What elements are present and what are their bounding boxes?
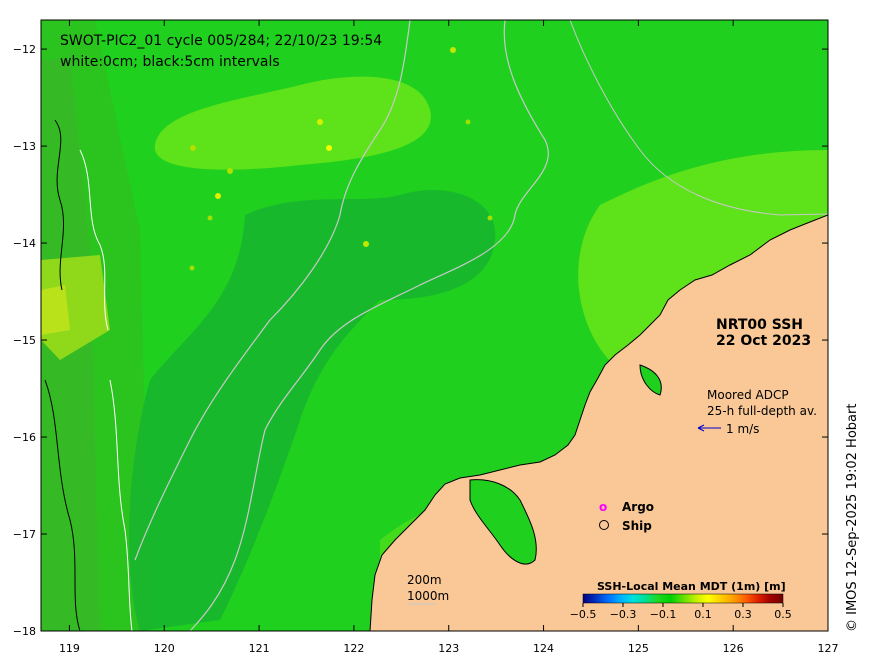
colorbar-tick-label: 0.3 [734,608,752,621]
colorbar-tick-label: 0.5 [774,608,792,621]
depth-label-1000m: 1000m [407,589,449,603]
argo-markers [51,47,493,631]
ship-legend-label: Ship [622,519,652,533]
map-frame [40,19,829,632]
land-mass [369,214,828,631]
x-tick-label: 122 [343,642,364,655]
y-tick-label: −18 [13,625,36,638]
figure-title-line1: SWOT-PIC2_01 cycle 005/284; 22/10/23 19:… [60,33,382,49]
coastal-inlet [639,364,662,396]
y-tick-label: −14 [13,237,36,250]
ship-legend-symbol [599,520,609,530]
x-tick-label: 120 [154,642,175,655]
credit-text: © IMOS 12-Sep-2025 19:02 Hobart [845,403,860,632]
isobath-shelf [569,20,828,216]
x-tick-label: 119 [59,642,80,655]
x-tick-label: 127 [818,642,839,655]
swath-contour-white-2 [109,379,133,631]
ssh-high-anomaly-north [154,76,431,170]
x-tick-label: 123 [438,642,459,655]
argo-marker [487,215,493,221]
adcp-scale-label: 1 m/s [726,422,759,436]
depth-label-200m: 200m [407,573,442,587]
colorbar-tick-label: −0.3 [610,608,637,621]
colorbar-ticks: −0.5 −0.3 −0.1 0.1 0.3 0.5 [570,603,792,621]
swath-contour-black-2 [44,379,81,631]
argo-marker [326,145,332,151]
argo-marker [207,215,213,221]
argo-marker [79,629,85,631]
figure-title-line2: white:0cm; black:5cm intervals [60,54,280,70]
colorbar-title: SSH-Local Mean MDT (1m) [m] [597,580,786,593]
product-name: NRT00 SSH [716,317,803,333]
adcp-label-line1: Moored ADCP [707,388,789,402]
y-tick-label: −16 [13,431,36,444]
king-sound [469,479,537,565]
axis-ticks: 119 120 121 122 123 124 125 126 127 −12 −13 −14 −15 −… [13,20,839,655]
y-tick-label: −13 [13,140,36,153]
map-plot-area: SWOT-PIC2_01 cycle 005/284; 22/10/23 19:… [41,20,828,631]
x-tick-label: 124 [533,642,554,655]
x-tick-label: 126 [723,642,744,655]
argo-marker [215,193,221,199]
argo-legend-label: Argo [622,500,654,514]
argo-marker [465,119,471,125]
ssh-low-anomaly [129,190,496,631]
x-tick-label: 125 [628,642,649,655]
argo-legend-symbol: o [599,500,607,514]
x-tick-label: 121 [249,642,270,655]
swot-high-core [41,285,70,335]
y-tick-label: −15 [13,334,36,347]
argo-marker [190,145,196,151]
adcp-label-line2: 25-h full-depth av. [707,404,817,418]
argo-marker [363,241,369,247]
argo-marker [450,47,456,53]
product-date: 22 Oct 2023 [716,333,811,349]
colorbar [582,593,784,604]
argo-marker [51,629,57,631]
argo-marker [227,168,233,174]
argo-marker [189,265,195,271]
swath-contour-black [54,119,65,291]
isobath-1000m [189,20,549,631]
colorbar-tick-label: −0.5 [570,608,597,621]
isobath-200m [134,20,411,561]
adcp-scale-arrow [697,424,721,432]
y-tick-label: −17 [13,528,36,541]
argo-marker [317,119,323,125]
colorbar-tick-label: −0.1 [650,608,677,621]
y-tick-label: −12 [13,43,36,56]
colorbar-tick-label: 0.1 [694,608,712,621]
swath-contour-white [79,149,109,331]
swot-high-patch [41,255,110,360]
